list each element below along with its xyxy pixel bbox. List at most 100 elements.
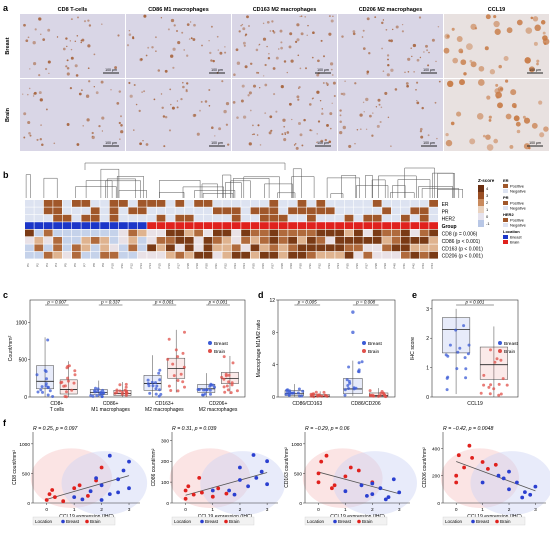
heatmap-cell [34,229,44,237]
data-point [67,364,71,368]
sample-label: P5 [64,263,68,267]
dendrogram-branch [159,192,185,198]
panel-d-boxplot: 0 4 8 12 Macrophage M1/M2 ratio CD86/CD163 p =… [256,298,396,407]
heatmap-cell [297,207,307,215]
heatmap-row-label: CD163 (p < 0.001) [442,246,484,252]
heatmap-cell [100,229,109,237]
heatmap-cell [241,229,250,237]
stain-spot [540,20,546,25]
stain-spot [252,124,254,127]
data-point [35,373,39,377]
heatmap-cell [410,237,420,244]
stain-spot [394,88,398,91]
stain-spot [39,98,43,102]
stain-spot [235,48,239,52]
heatmap-cell [222,244,232,252]
stain-spot [181,31,184,34]
data-point [53,495,57,499]
heatmap-cell [269,237,279,244]
p-value: p = 0.008 [355,300,375,305]
stain-spot [427,134,430,137]
stain-spot [278,48,280,50]
stain-spot [91,131,94,135]
heatmap-cell [429,207,438,215]
stain-spot [224,46,226,48]
data-point [357,368,361,372]
sample-label: P31 [308,263,312,269]
stain-spot [297,98,300,101]
heatmap-cell [109,214,119,222]
p-value: p < 0.001 [154,300,174,305]
stain-spot [224,51,227,54]
heatmap-cell [335,200,344,207]
scalebar-label: 100 μm [529,141,541,145]
heatmap-cell [175,207,185,215]
legend-swatch [503,189,508,193]
stain-spot [366,72,369,75]
zscore-tick: 2 [486,200,489,205]
heatmap-cell [81,244,91,252]
data-point [497,393,501,397]
dendrogram-branch [404,167,435,198]
stain-spot [427,64,430,67]
p-value: p < 0.001 [465,300,485,305]
stain-spot [316,133,318,135]
stain-spot [118,121,121,125]
stain-spot [328,15,331,18]
heatmap-cell [260,214,269,222]
data-point [386,495,391,499]
heatmap-cell [90,214,100,222]
heatmap-cell [354,237,363,244]
micrograph-tile [232,14,337,78]
data-point [463,356,467,360]
data-point [146,378,150,382]
correlation-annotation: R = 0.31, p = 0.039 [172,426,217,432]
heatmap-cell [166,200,175,207]
heatmap-cell [213,222,222,229]
data-point [73,373,77,377]
legend-swatch [503,201,508,205]
stain-spot [259,144,262,146]
heatmap-cell [241,251,250,259]
sample-label: P24 [242,263,246,269]
stain-spot [266,20,270,24]
stain-spot [300,32,304,36]
heatmap-cell [288,244,297,252]
stain-spot [32,41,36,45]
stain-spot [138,109,141,113]
heatmap-cell [156,214,166,222]
heatmap-cell [419,237,429,244]
stain-spot [466,43,473,50]
stain-spot [256,71,258,74]
scalebar-label: 100 μm [317,68,329,72]
legend-label: Breast [214,341,229,347]
data-point [507,487,511,492]
category-label: M1 macrophages [91,407,130,413]
heatmap-cell [297,214,307,222]
stain-spot [66,72,70,76]
heatmap-cell [119,244,128,252]
x-tick-label: 1 [344,507,347,513]
heatmap-cell [147,237,156,244]
heatmap-cell [213,229,222,237]
plot-frame [29,299,246,398]
heatmap-cell [109,229,119,237]
heatmap-cell [410,214,420,222]
data-point [159,392,163,396]
stain-spot [304,16,306,18]
data-point [482,383,486,387]
data-point [113,391,117,395]
stain-spot [374,16,377,18]
heatmap-cell [128,222,138,229]
stain-spot [322,82,325,84]
stain-spot [290,59,294,63]
stain-spot [236,116,239,119]
p-value: p = 0.005 [297,300,317,305]
y-tick-label: 1 [426,366,429,372]
stain-spot [132,36,135,39]
data-point [213,385,216,389]
heatmap-cell [25,214,34,222]
stain-spot [298,85,301,89]
x-tick-label: 0 [184,507,187,513]
